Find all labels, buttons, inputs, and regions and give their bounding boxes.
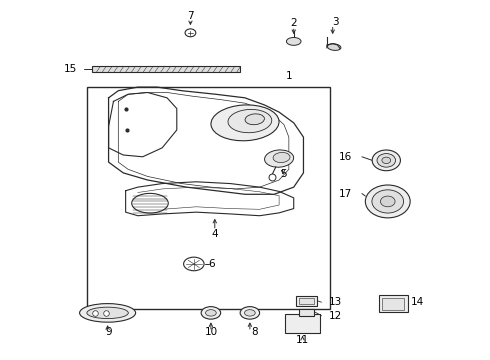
Text: 3: 3 xyxy=(332,17,339,27)
Ellipse shape xyxy=(240,307,260,319)
Text: 7: 7 xyxy=(187,11,194,21)
Bar xyxy=(379,295,408,312)
Ellipse shape xyxy=(87,307,128,319)
FancyBboxPatch shape xyxy=(92,66,240,72)
Bar xyxy=(298,309,314,316)
Text: 1: 1 xyxy=(286,71,292,81)
Ellipse shape xyxy=(185,29,196,37)
Ellipse shape xyxy=(228,109,272,133)
Text: 2: 2 xyxy=(291,18,297,28)
Ellipse shape xyxy=(211,105,279,141)
Bar xyxy=(87,87,330,309)
Ellipse shape xyxy=(201,307,220,319)
Bar xyxy=(298,298,314,304)
Text: 4: 4 xyxy=(212,229,218,239)
Bar xyxy=(285,314,320,333)
Text: 16: 16 xyxy=(339,152,352,162)
Ellipse shape xyxy=(327,44,341,50)
Text: 13: 13 xyxy=(329,297,342,307)
Ellipse shape xyxy=(382,157,391,163)
Ellipse shape xyxy=(132,193,168,213)
Ellipse shape xyxy=(287,37,301,45)
Ellipse shape xyxy=(184,257,204,271)
Ellipse shape xyxy=(245,114,265,125)
Text: 8: 8 xyxy=(251,327,258,337)
Text: 17: 17 xyxy=(339,189,352,199)
Text: 12: 12 xyxy=(329,311,342,321)
Text: 11: 11 xyxy=(296,335,309,345)
Ellipse shape xyxy=(372,190,404,213)
Text: 9: 9 xyxy=(105,327,112,337)
Ellipse shape xyxy=(380,196,395,207)
Ellipse shape xyxy=(265,150,294,167)
Ellipse shape xyxy=(366,185,410,218)
Text: 5: 5 xyxy=(280,168,286,179)
Ellipse shape xyxy=(79,303,136,322)
Bar xyxy=(296,296,317,306)
Bar xyxy=(382,297,404,310)
Text: 6: 6 xyxy=(209,259,215,269)
Text: 14: 14 xyxy=(411,297,424,307)
Ellipse shape xyxy=(372,150,400,171)
Ellipse shape xyxy=(377,154,395,167)
Text: 15: 15 xyxy=(64,64,77,73)
Text: 10: 10 xyxy=(204,327,218,337)
Ellipse shape xyxy=(245,310,255,316)
Ellipse shape xyxy=(205,310,216,316)
Ellipse shape xyxy=(273,152,290,162)
